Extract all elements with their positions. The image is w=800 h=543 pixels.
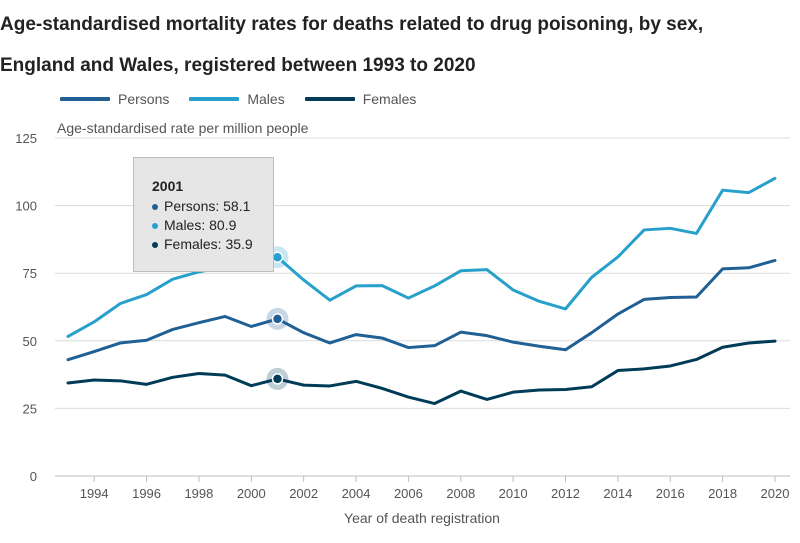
highlight-point-females[interactable]: [271, 373, 284, 385]
legend-label-persons: Persons: [118, 91, 170, 107]
chart-title: Age-standardised mortality rates for dea…: [0, 14, 704, 76]
x-tick-label: 1994: [80, 486, 109, 501]
legend-swatch-persons: [60, 97, 110, 101]
tooltip-row-males: Males: 80.9: [152, 216, 273, 235]
series-line-persons[interactable]: [66, 258, 777, 362]
x-tick-label: 2014: [603, 486, 632, 501]
series-lines: [66, 176, 777, 406]
tooltip-dot-males: [152, 222, 158, 229]
y-axis-label: Age-standardised rate per million people: [57, 120, 309, 136]
x-axis-label: Year of death registration: [344, 510, 500, 526]
legend-item-females[interactable]: Females: [304, 91, 417, 107]
x-tick-label: 2020: [761, 486, 790, 501]
tooltip-dot-persons: [152, 203, 158, 210]
x-tick-label: 2002: [289, 486, 318, 501]
y-tick-label: 50: [23, 334, 37, 349]
y-tick-label: 100: [15, 199, 37, 214]
legend-label-males: Males: [247, 91, 285, 107]
legend-swatch-females: [304, 97, 355, 101]
tooltip-dot-females: [152, 241, 158, 248]
tooltip-value-males: Males: 80.9: [164, 217, 237, 233]
y-tick-label: 25: [23, 401, 37, 416]
x-tick-label: 2018: [708, 486, 737, 501]
hover-tooltip: 2001 Persons: 58.1 Males: 80.9 Females: …: [133, 157, 274, 272]
series-line-females[interactable]: [66, 339, 777, 406]
x-tick-label: 1996: [132, 486, 161, 501]
y-tick-label: 75: [23, 266, 37, 281]
tooltip-value-females: Females: 35.9: [164, 236, 253, 252]
x-tick-label: 2008: [446, 486, 475, 501]
highlight-point-persons[interactable]: [271, 313, 284, 325]
x-tick-label: 2012: [551, 486, 580, 501]
y-axis-ticks: 0 25 50 75 100 125: [15, 131, 37, 484]
tooltip-year: 2001: [152, 178, 184, 194]
x-tick-label: 2000: [237, 486, 266, 501]
y-tick-label: 125: [15, 131, 37, 146]
y-tick-label: 0: [30, 469, 37, 484]
legend-item-persons[interactable]: Persons: [60, 91, 169, 107]
x-tick-label: 2016: [656, 486, 685, 501]
legend-label-females: Females: [362, 91, 417, 107]
series-line-males[interactable]: [66, 176, 777, 338]
x-tick-label: 2006: [394, 486, 423, 501]
tooltip-row-persons: Persons: 58.1: [152, 197, 273, 216]
x-tick-label: 2010: [499, 486, 528, 501]
tooltip-value-persons: Persons: 58.1: [164, 198, 251, 214]
x-tick-label: 2004: [342, 486, 371, 501]
x-axis-ticks: 1994 1996 1998 2000 2002 2004 2006 2008 2010 2012…: [80, 476, 790, 501]
x-tick-label: 1998: [184, 486, 213, 501]
legend-swatch-males: [189, 97, 240, 101]
tooltip-row-females: Females: 35.9: [152, 235, 273, 254]
legend-item-males[interactable]: Males: [189, 91, 285, 107]
chart-legend: Persons Males Females: [60, 88, 436, 110]
